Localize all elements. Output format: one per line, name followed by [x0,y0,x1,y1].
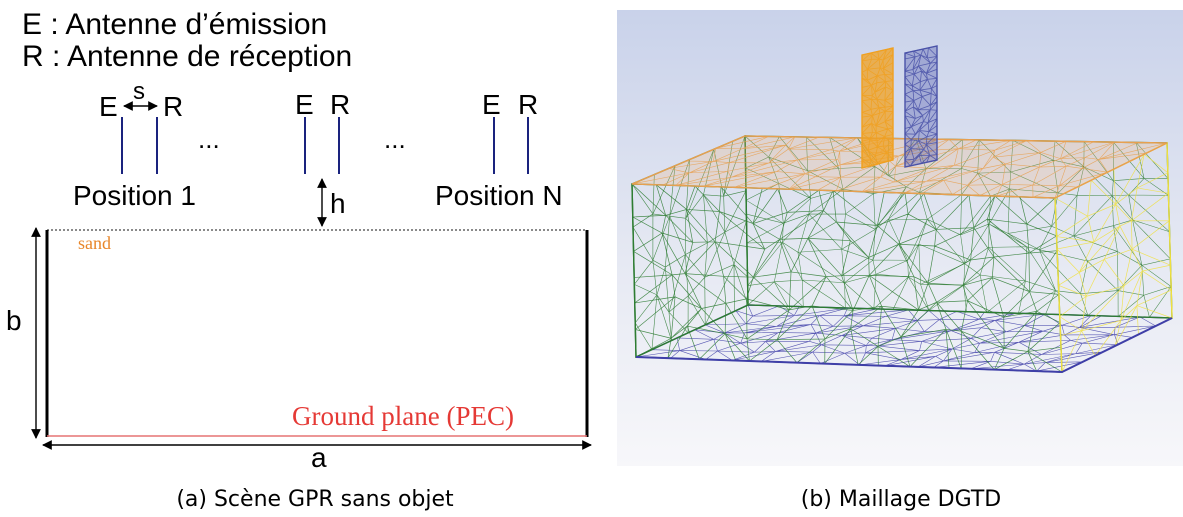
mesh-emitter-antenna [861,47,894,169]
dgtd-mesh-panel: (b) Maillage DGTD [617,10,1183,512]
height-label: h [330,188,346,219]
position-n-label: Position N [435,180,563,211]
legend-emitter: E : Antenne d’émission [22,8,327,41]
ellipsis: ... [384,124,406,154]
position-1-label: Position 1 [73,180,196,211]
caption-left: (a) Scène GPR sans objet [176,487,454,512]
dimension-b-label: b [6,305,22,336]
dimension-a-label: a [311,442,327,473]
mesh-top-face [631,135,1168,199]
antenna-pair-position-1: E R s Position 1 [73,78,196,211]
antenna-r-label: R [330,89,350,120]
mesh-bottom-edge [635,317,1173,374]
antenna-r-label: R [163,91,183,122]
antenna-r-label: R [518,89,538,120]
ellipsis: ... [198,124,220,154]
mesh-background [617,10,1183,466]
mesh-wireframe [631,45,1173,374]
mesh-receiver-antenna [904,45,938,168]
legend-receiver: R : Antenne de réception [22,40,352,73]
antenna-e-label: E [295,89,314,120]
antenna-pair-middle: E R h [295,89,350,227]
antenna-e-label: E [99,91,118,122]
spacing-label: s [133,78,145,105]
sand-domain: sand Ground plane (PEC) b a [6,227,592,473]
ground-plane-label: Ground plane (PEC) [292,401,514,431]
caption-right: (b) Maillage DGTD [801,487,1001,512]
antenna-pair-position-n: E R Position N [435,89,563,211]
gpr-scene-panel: E : Antenne d’émission R : Antenne de ré… [6,8,592,512]
sand-label: sand [78,233,111,253]
antenna-e-label: E [482,89,501,120]
